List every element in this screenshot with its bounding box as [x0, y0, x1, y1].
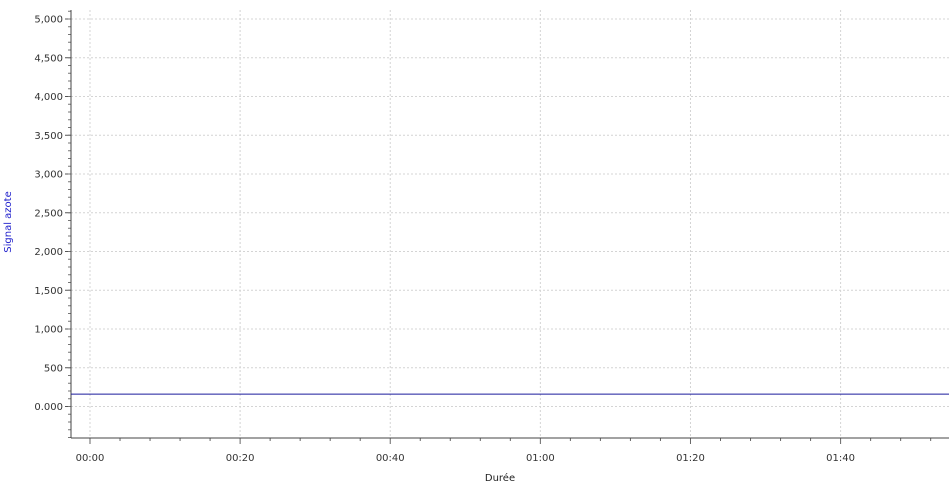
y-tick-label: 3,000 — [34, 170, 63, 181]
x-tick-label: 00:00 — [76, 453, 105, 464]
y-tick-label: 0.000 — [34, 402, 63, 413]
y-tick-label: 2,500 — [34, 208, 63, 219]
y-tick-label: 4,000 — [34, 92, 63, 103]
x-tick-label: 01:20 — [676, 453, 705, 464]
x-tick-label: 00:40 — [376, 453, 405, 464]
y-tick-label: 2,000 — [34, 247, 63, 258]
y-tick-label: 1,000 — [34, 325, 63, 336]
x-tick-label: 00:20 — [226, 453, 255, 464]
y-tick-label: 5,000 — [34, 15, 63, 26]
x-axis-title: Durée — [485, 472, 515, 484]
y-tick-label: 4,500 — [34, 53, 63, 64]
x-tick-label: 01:40 — [826, 453, 855, 464]
y-tick-label: 1,500 — [34, 286, 63, 297]
plot-area — [71, 10, 949, 438]
y-axis-title: Signal azote — [3, 191, 14, 252]
y-tick-label: 3,500 — [34, 131, 63, 142]
y-tick-label: 500 — [44, 363, 63, 374]
x-tick-label: 01:00 — [526, 453, 555, 464]
